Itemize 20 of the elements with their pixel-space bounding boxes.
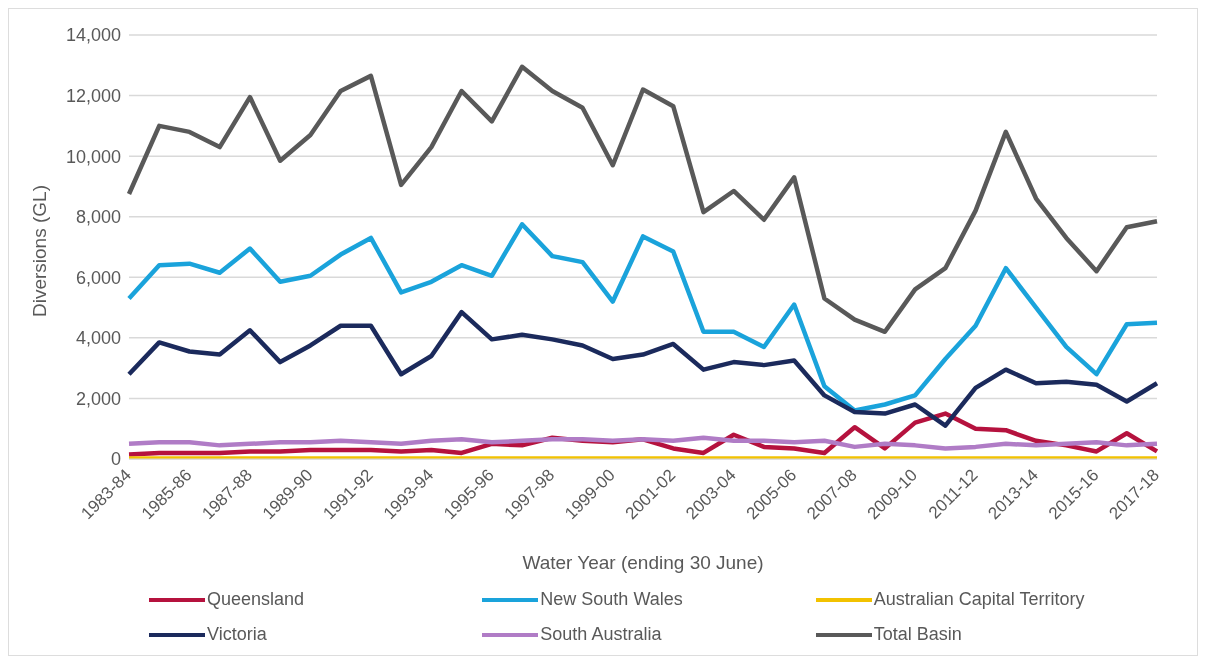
y-tick-label: 8,000 — [75, 207, 121, 228]
line-series — [126, 222, 1160, 413]
line-series — [126, 435, 1160, 451]
y-axis-title: Diversions (GL) — [28, 185, 50, 317]
legend-label: New South Wales — [540, 589, 683, 610]
y-tick-label: 14,000 — [65, 25, 121, 46]
y-tick-label: 0 — [110, 449, 121, 470]
legend-label: Queensland — [207, 589, 305, 610]
y-tick-label: 10,000 — [65, 146, 121, 167]
y-tick-label: 6,000 — [75, 267, 121, 288]
legend-label: Victoria — [207, 624, 267, 645]
line-series — [126, 64, 1160, 335]
legend-label: Total Basin — [873, 624, 962, 645]
line-series — [126, 309, 1160, 428]
legend-label: Australian Capital Territory — [873, 589, 1085, 610]
y-tick-label: 12,000 — [65, 85, 121, 106]
y-tick-label: 4,000 — [75, 328, 121, 349]
legend-label: South Australia — [540, 624, 662, 645]
x-axis-title: Water Year (ending 30 June) — [522, 552, 764, 573]
y-tick-label: 2,000 — [75, 388, 121, 409]
